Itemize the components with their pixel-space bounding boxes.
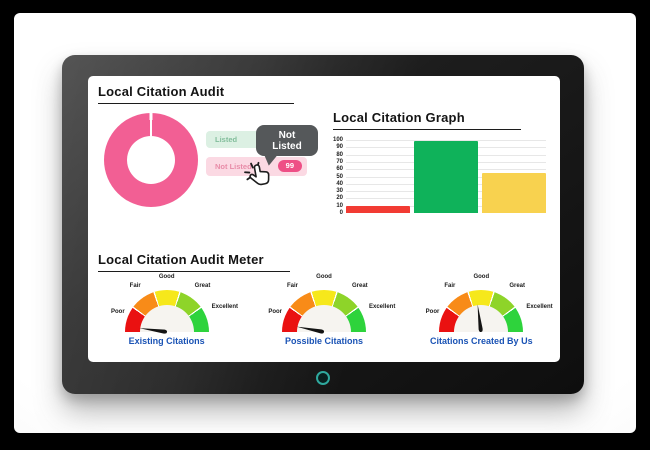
gauge-scale-fair: Fair	[129, 283, 141, 289]
gauge-scale-good: Good	[158, 274, 175, 280]
audit-title-underline	[98, 103, 294, 104]
gauge-scale-good: Good	[473, 274, 490, 280]
y-axis: 0 10 20 30 40 50 60 70 80 90 100	[325, 137, 343, 216]
gauge-existing-citations: Poor Fair Good Great Excellent Existing …	[88, 274, 245, 362]
graph-panel-title: Local Citation Graph	[333, 110, 465, 125]
not-listed-tooltip: Not Listed	[256, 125, 318, 166]
gauge-row: Poor Fair Good Great Excellent Existing …	[88, 274, 560, 362]
meter-panel-title: Local Citation Audit Meter	[98, 252, 264, 267]
gauge-scale-fair: Fair	[286, 283, 298, 289]
gauge-possible-citations: Poor Fair Good Great Excellent Possible …	[245, 274, 402, 362]
meter-title-underline	[98, 271, 290, 272]
gauge-scale-good: Good	[316, 274, 332, 280]
y-tick-label: 100	[332, 137, 343, 143]
bar-2	[482, 172, 546, 213]
gauge-scale-great: Great	[509, 283, 525, 289]
graph-title-underline	[333, 129, 521, 130]
bar-plot: 0 10 20 30 40 50 60 70 80 90 100	[333, 137, 546, 216]
bar-0	[346, 205, 410, 213]
y-tick-label: 60	[336, 166, 343, 173]
gauge-scale-great: Great	[194, 283, 211, 289]
bar-1	[414, 141, 478, 213]
gauge-scale-excellent: Excellent	[211, 304, 239, 310]
y-tick-label: 20	[336, 195, 343, 202]
gauge-caption: Possible Citations	[284, 336, 363, 346]
gauge-scale-fair: Fair	[444, 283, 456, 289]
y-tick-label: 10	[336, 202, 343, 209]
y-tick-label: 30	[336, 188, 343, 195]
monitor-frame: Local Citation Audit Listed Not Listed 9…	[62, 55, 584, 394]
gauge-scale-excellent: Excellent	[526, 304, 553, 310]
backdrop-card: Local Citation Audit Listed Not Listed 9…	[14, 13, 636, 433]
y-tick-label: 90	[336, 144, 343, 151]
y-tick-label: 80	[336, 151, 343, 158]
gauge-citations-created-by-us: Poor Fair Good Great Excellent Citations…	[403, 274, 560, 362]
gauge-scale-poor: Poor	[425, 309, 440, 315]
webcam-indicator-icon	[316, 371, 330, 385]
y-tick-label: 40	[336, 180, 343, 187]
tooltip-text: Not Listed	[272, 129, 302, 152]
y-tick-label: 50	[336, 173, 343, 180]
legend-listed-label: Listed	[215, 135, 238, 144]
hand-cursor-icon	[244, 161, 270, 186]
donut-hole	[127, 136, 175, 184]
gauge-scale-great: Great	[351, 283, 368, 289]
y-tick-label: 70	[336, 158, 343, 165]
legend-not-listed-label: Not Listed	[215, 162, 252, 171]
dashboard-screen: Local Citation Audit Listed Not Listed 9…	[88, 76, 560, 362]
gauge-scale-excellent: Excellent	[368, 304, 396, 310]
gauge-caption: Citations Created By Us	[430, 336, 533, 346]
gridline	[346, 140, 546, 141]
donut-chart	[104, 113, 198, 207]
not-listed-count-badge: 99	[277, 160, 302, 172]
gauge-scale-poor: Poor	[268, 309, 282, 315]
gauge-scale-poor: Poor	[111, 309, 125, 315]
audit-panel-title: Local Citation Audit	[98, 84, 225, 99]
y-tick-label: 0	[339, 210, 343, 216]
gauge-caption: Existing Citations	[128, 336, 205, 346]
